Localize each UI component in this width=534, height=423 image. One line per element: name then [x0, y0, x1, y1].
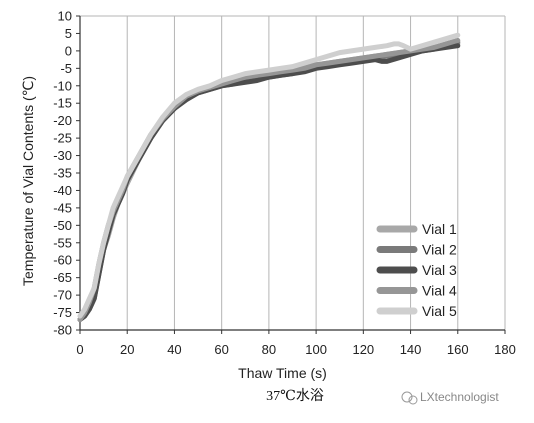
- x-tick-label: 80: [262, 342, 276, 357]
- y-tick-label: -60: [53, 253, 72, 268]
- x-axis-title: Thaw Time (s): [238, 365, 327, 381]
- y-tick-label: -80: [53, 323, 72, 338]
- y-tick-label: -55: [53, 235, 72, 250]
- y-tick-label: -30: [53, 148, 72, 163]
- y-tick-label: 0: [65, 43, 72, 58]
- x-tick-label: 140: [400, 342, 422, 357]
- wechat-icon-bubble: [408, 395, 418, 405]
- watermark-text: LXtechnologist: [420, 390, 499, 404]
- legend-label-vial-2: Vial 2: [422, 242, 457, 258]
- watermark: LXtechnologist: [401, 390, 499, 405]
- y-tick-label: -10: [53, 78, 72, 93]
- y-tick-label: -35: [53, 166, 72, 181]
- y-tick-label: 10: [58, 9, 72, 24]
- wechat-icon: [401, 391, 413, 403]
- y-tick-label: -75: [53, 305, 72, 320]
- y-tick-label: -25: [53, 131, 72, 146]
- legend: Vial 1 Vial 2 Vial 3 Vial 4 Vial 5: [376, 221, 457, 319]
- legend-label-vial-1: Vial 1: [422, 221, 457, 237]
- y-tick-label: -45: [53, 200, 72, 215]
- y-tick-label: -50: [53, 218, 72, 233]
- series-lines: [77, 32, 461, 322]
- y-axis-title: Temperature of Vial Contents (℃): [20, 76, 36, 286]
- x-tick-label: 100: [305, 342, 327, 357]
- y-tick-label: -65: [53, 270, 72, 285]
- y-tick-label: -40: [53, 183, 72, 198]
- caption: 37℃水浴: [266, 388, 324, 404]
- y-tick-label: 5: [65, 26, 72, 41]
- x-tick-label: 60: [214, 342, 228, 357]
- x-tick-label: 180: [494, 342, 516, 357]
- legend-label-vial-3: Vial 3: [422, 262, 457, 278]
- legend-label-vial-4: Vial 4: [422, 283, 457, 299]
- y-tick-label: -5: [60, 61, 72, 76]
- y-tick-label: -70: [53, 288, 72, 303]
- y-tick-label: -20: [53, 113, 72, 128]
- x-tick-label: 0: [76, 342, 83, 357]
- x-tick-label: 120: [352, 342, 374, 357]
- x-tick-label: 40: [167, 342, 181, 357]
- legend-label-vial-5: Vial 5: [422, 303, 457, 319]
- x-tick-label: 160: [447, 342, 469, 357]
- series-line-vial-5: [77, 32, 461, 319]
- x-tick-label: 20: [120, 342, 134, 357]
- axes: [76, 15, 506, 334]
- tick-labels: 0 20 40 60 80 100 120 140 160 180 10 5 0 -5 -10 -15 -20 -…: [53, 9, 516, 358]
- y-tick-label: -15: [53, 96, 72, 111]
